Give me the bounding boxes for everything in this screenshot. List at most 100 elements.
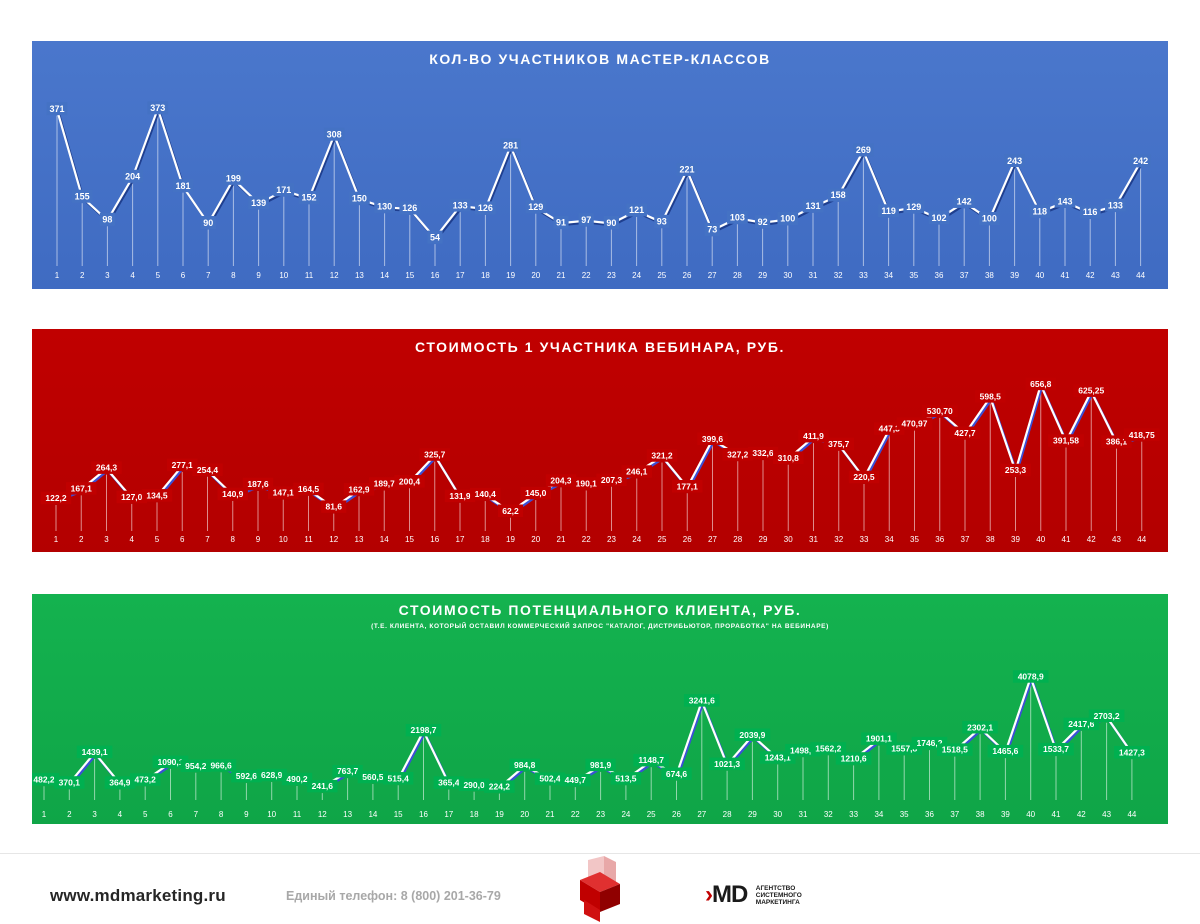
data-label: 515,4 <box>388 773 410 783</box>
data-label-bg <box>192 463 223 477</box>
x-tick-label: 23 <box>607 271 616 280</box>
data-label: 98 <box>102 215 112 225</box>
data-label: 139 <box>251 198 266 208</box>
data-label-bg <box>321 500 347 513</box>
data-label: 1427,3 <box>1119 747 1145 757</box>
data-label-bg <box>332 764 363 778</box>
data-label-bg <box>921 404 958 418</box>
data-label: 332,6 <box>752 448 774 458</box>
x-tick-label: 3 <box>104 535 109 544</box>
x-tick-label: 21 <box>557 535 566 544</box>
data-label: 592,6 <box>236 771 258 781</box>
data-label: 54 <box>430 232 440 242</box>
x-tick-label: 22 <box>582 535 591 544</box>
website-link[interactable]: www.mdmarketing.ru <box>50 886 226 905</box>
x-tick-label: 40 <box>1026 810 1035 819</box>
data-label-bg <box>747 446 779 460</box>
data-label-bg <box>534 772 566 785</box>
data-label: 308 <box>327 129 342 139</box>
x-tick-label: 1 <box>42 810 47 819</box>
data-label-bg <box>374 199 395 213</box>
x-tick-label: 9 <box>256 535 261 544</box>
data-label-bg <box>419 448 450 461</box>
brand-logo-mark: ›MD <box>705 881 748 908</box>
x-tick-label: 33 <box>860 535 869 544</box>
x-tick-label: 25 <box>657 271 666 280</box>
data-label-bg <box>626 203 647 217</box>
data-label-bg <box>256 768 287 782</box>
data-label: 264,3 <box>96 463 118 473</box>
data-label-bg <box>449 198 471 212</box>
data-label: 1090,1 <box>158 757 184 767</box>
x-tick-label: 8 <box>231 271 236 280</box>
data-label: 1021,3 <box>714 759 740 769</box>
data-label: 1746,2 <box>917 738 943 748</box>
data-label-bg <box>975 390 1006 403</box>
x-tick-label: 7 <box>205 535 210 544</box>
data-label: 177,1 <box>677 481 699 491</box>
data-label: 966,6 <box>210 760 232 770</box>
data-label: 984,8 <box>514 760 536 770</box>
x-tick-label: 43 <box>1112 535 1121 544</box>
data-label-bg <box>1012 670 1049 683</box>
data-label: 674,6 <box>666 769 688 779</box>
data-label: 254,4 <box>197 465 219 475</box>
data-label: 121 <box>629 205 644 215</box>
data-label: 224,2 <box>489 782 511 792</box>
data-label: 1557,8 <box>891 744 917 754</box>
x-tick-label: 41 <box>1052 810 1061 819</box>
data-label: 158 <box>831 190 846 200</box>
cost-per-lead-chart: СТОИМОСТЬ ПОТЕНЦИАЛЬНОГО КЛИЕНТА, РУБ. (Т… <box>32 602 1150 819</box>
x-tick-label: 17 <box>456 535 465 544</box>
x-tick-label: 38 <box>986 535 995 544</box>
data-label: 625,25 <box>1078 386 1104 396</box>
x-tick-label: 43 <box>1111 271 1120 280</box>
data-label: 164,5 <box>298 484 320 494</box>
cube-logo-icon <box>580 856 620 922</box>
data-label: 147,1 <box>273 488 295 498</box>
data-label: 370,1 <box>59 777 81 787</box>
data-label: 73 <box>707 225 717 235</box>
x-tick-label: 37 <box>960 271 969 280</box>
x-tick-label: 17 <box>444 810 453 819</box>
data-label-bg <box>704 222 720 236</box>
data-label: 200,4 <box>399 476 421 486</box>
data-label: 269 <box>856 145 871 155</box>
x-tick-label: 20 <box>531 535 540 544</box>
x-tick-label: 41 <box>1062 535 1071 544</box>
data-label: 530,70 <box>927 406 953 416</box>
data-label: 473,2 <box>135 775 157 785</box>
data-label: 133 <box>453 200 468 210</box>
x-tick-label: 42 <box>1087 535 1096 544</box>
x-tick-label: 29 <box>748 810 757 819</box>
data-label-bg <box>734 728 771 741</box>
data-label-bg <box>217 487 248 501</box>
data-label-bg <box>676 162 698 176</box>
data-label: 221 <box>679 165 694 175</box>
data-label: 2302,1 <box>967 722 993 732</box>
data-label-bg <box>949 426 981 440</box>
data-label: 152 <box>301 193 316 203</box>
data-label: 129 <box>906 202 921 212</box>
phone-number[interactable]: Единый телефон: 8 (800) 201-36-79 <box>286 889 501 903</box>
data-label-bg <box>399 201 421 215</box>
data-label: 171 <box>276 185 291 195</box>
data-label-bg <box>827 188 849 202</box>
data-label: 3241,6 <box>689 695 715 705</box>
data-label-bg <box>661 767 692 780</box>
data-label: 181 <box>175 181 190 191</box>
data-label-bg <box>709 757 745 771</box>
data-label-bg <box>1025 377 1056 391</box>
x-tick-label: 30 <box>783 271 792 280</box>
data-label: 1148,7 <box>638 755 664 765</box>
data-label: 470,97 <box>902 419 928 429</box>
x-tick-label: 28 <box>733 271 742 280</box>
data-label-bg <box>54 776 85 789</box>
data-label: 127,0 <box>121 492 143 502</box>
x-tick-label: 13 <box>355 535 364 544</box>
x-tick-label: 1 <box>54 535 59 544</box>
x-tick-label: 12 <box>330 271 339 280</box>
data-label: 2198,7 <box>411 725 437 735</box>
data-label: 325,7 <box>424 450 446 460</box>
data-label: 204,3 <box>550 475 572 485</box>
